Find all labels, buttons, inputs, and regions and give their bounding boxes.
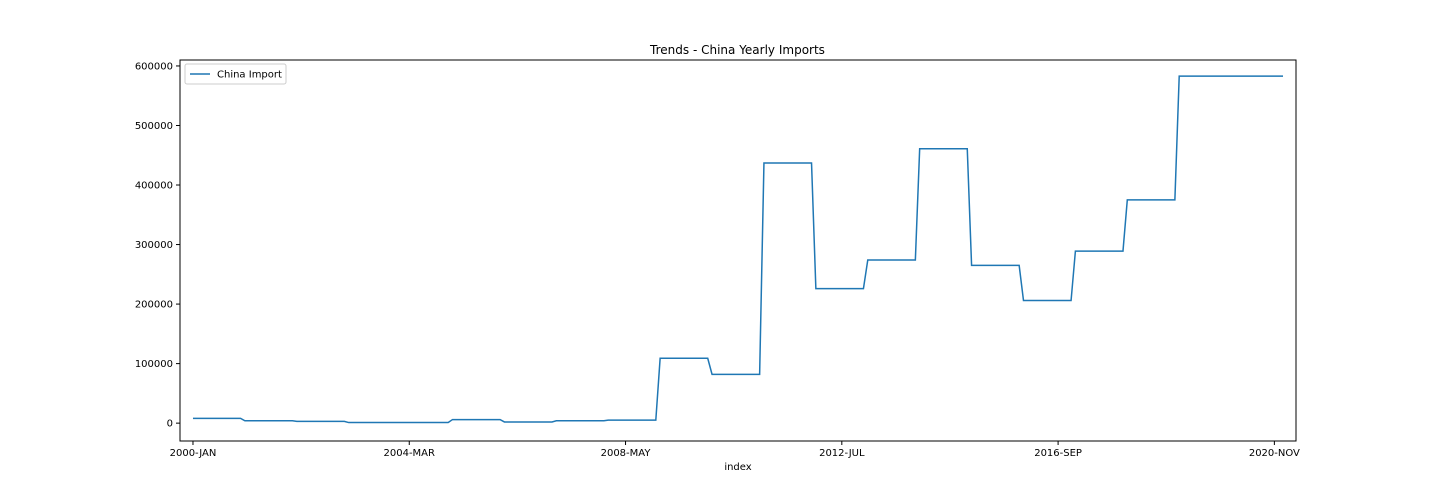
- x-axis: 2000-JAN 2004-MAR 2008-MAY 2012-JUL 2016-SEP…: [170, 441, 1300, 459]
- y-tick-label-4: 400000: [135, 181, 173, 192]
- y-tick-label-2: 200000: [135, 300, 173, 311]
- plot-area: [180, 60, 1296, 441]
- y-axis: 0 100000 200000 300000 400000 500000 600000: [135, 61, 180, 430]
- y-tick-label-5: 500000: [135, 121, 173, 132]
- legend-entry-china-import: China Import: [217, 70, 282, 81]
- x-tick-label-5: 2020-NOV: [1249, 448, 1300, 459]
- series-layer: [192, 75, 1284, 424]
- x-tick-label-0: 2000-JAN: [170, 448, 217, 459]
- y-tick-label-3: 300000: [135, 240, 173, 251]
- plot-frame: [179, 59, 1297, 442]
- x-tick-label-3: 2012-JUL: [819, 448, 865, 459]
- legend: China Import: [184, 63, 287, 85]
- chart-title: Trends - China Yearly Imports: [649, 43, 825, 57]
- x-tick-label-4: 2016-SEP: [1034, 448, 1082, 459]
- x-tick-label-2: 2008-MAY: [601, 448, 652, 459]
- x-axis-label: index: [724, 462, 751, 473]
- legend-box: [184, 63, 287, 85]
- series-line-0: [192, 75, 1284, 424]
- x-tick-label-1: 2004-MAR: [384, 448, 436, 459]
- y-tick-label-0: 0: [167, 419, 173, 430]
- y-tick-label-6: 600000: [135, 61, 173, 72]
- y-tick-label-1: 100000: [135, 359, 173, 370]
